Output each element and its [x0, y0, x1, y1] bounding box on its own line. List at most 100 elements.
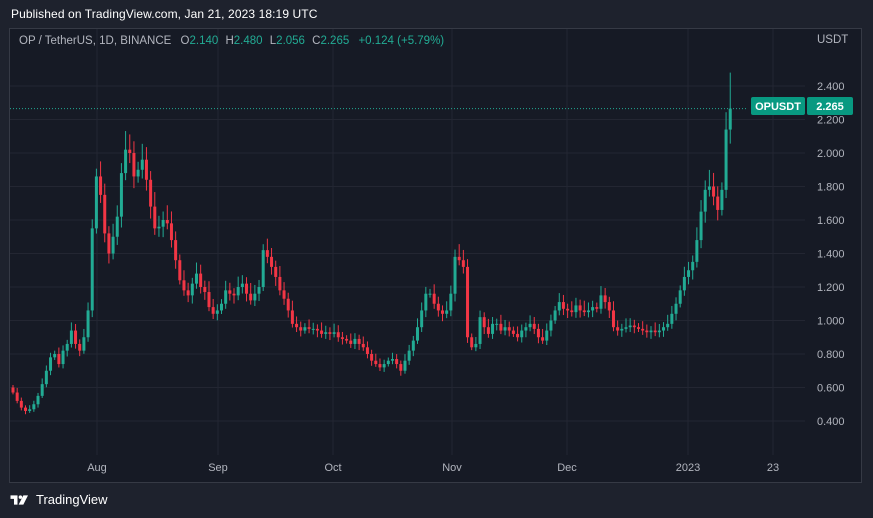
price-tick-label: 1.000: [817, 316, 845, 328]
price-tick-label: 0.400: [817, 416, 845, 428]
candle-body: [670, 313, 674, 324]
candle-body: [203, 287, 207, 293]
candle-body: [432, 293, 436, 304]
candle-body: [165, 220, 169, 224]
candle-body: [415, 327, 419, 341]
candle-body: [386, 360, 390, 365]
candle-body: [103, 194, 107, 234]
price-label: 2.265: [816, 101, 844, 113]
candle-body: [190, 283, 194, 296]
candle-body: [245, 283, 249, 294]
time-tick-label: Aug: [87, 462, 107, 474]
open-value: 2.140: [189, 35, 219, 47]
candle-body: [574, 305, 578, 313]
candle-body: [107, 233, 111, 254]
candle-body: [528, 323, 532, 328]
open-label: O: [180, 35, 190, 47]
candle-body: [637, 327, 640, 329]
candle-body: [261, 250, 265, 287]
candle-body: [474, 343, 478, 348]
candle-body: [11, 387, 15, 393]
candle-body: [161, 220, 165, 227]
candle-body: [28, 409, 32, 411]
candle-body: [132, 153, 136, 177]
candle-body: [632, 325, 636, 328]
symbol-text: OP / TetherUS, 1D, BINANCE: [19, 35, 172, 47]
candle-body: [178, 260, 182, 281]
candle-body: [395, 359, 399, 365]
change-value: +0.124 (+5.79%): [358, 35, 445, 47]
candle-body: [194, 273, 198, 284]
close-value: 2.265: [320, 35, 350, 47]
candle-body: [428, 293, 432, 295]
candle-body: [295, 323, 299, 328]
candle-body: [282, 290, 286, 299]
candle-body: [486, 327, 490, 334]
chart-frame[interactable]: [9, 28, 862, 483]
price-tick-label: 1.400: [817, 249, 845, 261]
high-label: H: [225, 35, 234, 47]
candle-body: [53, 354, 57, 358]
brand-name: TradingView: [36, 492, 108, 507]
candle-body: [553, 310, 557, 321]
candle-body: [441, 310, 445, 314]
candle-body: [49, 357, 53, 371]
low-label: L: [269, 35, 277, 47]
symbol-label: OPUSDT: [755, 101, 801, 113]
candle-body: [182, 280, 186, 291]
last-price-label: OPUSDT 2.265: [751, 97, 853, 115]
candle-body: [616, 327, 620, 331]
candle-body: [390, 359, 394, 361]
candle-body: [541, 337, 545, 341]
candle-body: [257, 287, 261, 294]
candle-body: [307, 327, 311, 329]
candle-body: [57, 354, 61, 365]
candle-body: [436, 303, 440, 311]
candle-body: [645, 330, 649, 333]
price-tick-label: 1.200: [817, 282, 845, 294]
candle-body: [32, 404, 36, 410]
candle-body: [420, 310, 424, 328]
candle-body: [136, 169, 140, 177]
candle-body: [591, 307, 595, 311]
price-tick-label: 2.400: [817, 81, 845, 93]
candle-body: [641, 328, 645, 331]
candle-body: [249, 293, 253, 301]
candle-body: [24, 407, 28, 411]
candle-body: [662, 327, 666, 331]
candle-body: [111, 236, 115, 254]
price-tick-label: 0.800: [817, 349, 845, 361]
candle-body: [403, 360, 407, 371]
price-tick-label: 0.600: [817, 383, 845, 395]
price-tick-label: 1.800: [817, 182, 845, 194]
candle-body: [357, 338, 361, 344]
candle-body: [44, 370, 48, 385]
candle-body: [678, 290, 682, 304]
candle-body: [374, 360, 378, 365]
candle-body: [570, 310, 574, 313]
candle-body: [345, 338, 349, 341]
candle-body: [90, 228, 94, 311]
candle-body: [349, 340, 353, 344]
candle-body: [682, 276, 686, 291]
tradingview-logo[interactable]: TradingView: [10, 492, 108, 507]
candle-body: [666, 323, 670, 328]
candle-body: [624, 327, 628, 329]
candle-body: [532, 323, 536, 329]
candle-body: [311, 328, 315, 330]
candle-body: [232, 293, 236, 296]
candle-body: [94, 176, 98, 229]
candle-body: [40, 384, 44, 396]
candle-body: [99, 176, 103, 195]
candle-body: [320, 330, 324, 334]
candle-body: [74, 330, 78, 344]
candle-body: [382, 364, 386, 368]
candle-body: [299, 327, 303, 331]
candle-body: [278, 276, 282, 291]
candle-body: [69, 330, 73, 344]
candle-body: [507, 327, 511, 331]
candle-body: [19, 400, 23, 408]
time-tick-label: 23: [767, 462, 779, 474]
candle-body: [253, 293, 257, 301]
